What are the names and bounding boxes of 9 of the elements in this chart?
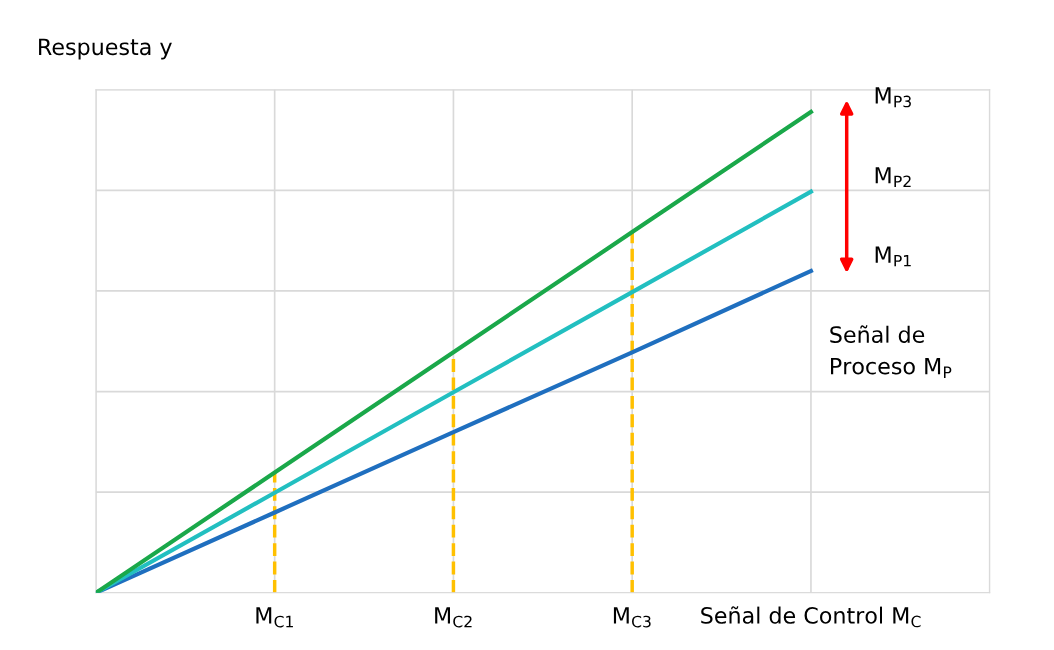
x-tick-label: M$_{C2}$ bbox=[435, 607, 472, 628]
x-tick-label: M$_{C3}$ bbox=[613, 607, 651, 628]
y-axis-title: Respuesta y bbox=[39, 38, 172, 60]
annotation: M$_{P1}$ bbox=[875, 246, 911, 267]
annotation: Señal de Proceso M$_{P}$ bbox=[830, 325, 952, 378]
x-tick-label: Señal de Control M$_{C}$ bbox=[701, 606, 921, 628]
annotation: M$_{P3}$ bbox=[875, 87, 911, 108]
annotation: M$_{P2}$ bbox=[875, 167, 911, 187]
x-tick-label: M$_{C1}$ bbox=[256, 607, 293, 628]
